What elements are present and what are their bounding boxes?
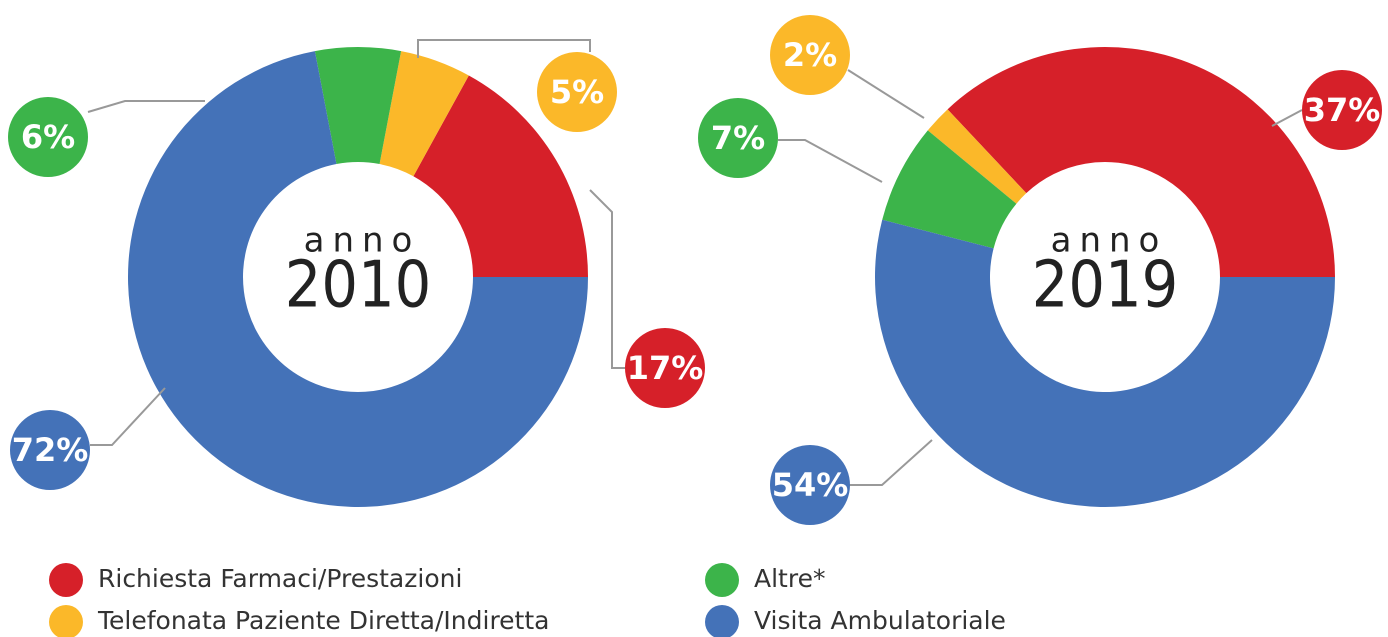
legend-label: Visita Ambulatoriale: [754, 606, 1006, 635]
value-label: 17%: [627, 349, 704, 387]
legend-label: Altre*: [754, 564, 825, 593]
donut-slice: [413, 75, 588, 277]
leader-line: [1271, 109, 1303, 127]
donut-slice: [947, 47, 1335, 277]
donut-slice: [882, 130, 1017, 249]
label-bubble: [8, 97, 88, 177]
donut-slice: [127, 51, 589, 507]
legend-swatch: [49, 563, 83, 597]
donut-slice: [314, 47, 402, 165]
leader-line: [90, 387, 166, 446]
label-bubble: [770, 445, 850, 525]
value-label: 7%: [711, 119, 765, 157]
label-bubble: [10, 410, 90, 490]
label-bubble: [625, 328, 705, 408]
center-year: 2010: [285, 249, 432, 323]
value-label: 5%: [550, 73, 604, 111]
leader-line: [848, 439, 933, 486]
legend-label: Richiesta Farmaci/Prestazioni: [98, 564, 462, 593]
leader-line: [589, 189, 625, 369]
legend-label: Telefonata Paziente Diretta/Indiretta: [97, 606, 549, 635]
donut-slice: [874, 219, 1335, 508]
center-year: 2019: [1032, 249, 1179, 323]
label-bubble: [537, 52, 617, 132]
legend-swatch: [49, 605, 83, 637]
leader-line: [87, 100, 205, 113]
value-label: 2%: [783, 36, 837, 74]
value-label: 6%: [21, 118, 75, 156]
center-label: anno: [304, 221, 421, 261]
leader-line: [417, 39, 591, 58]
value-label: 72%: [12, 431, 89, 469]
value-label: 54%: [772, 466, 849, 504]
label-bubble: [698, 98, 778, 178]
leader-line: [778, 139, 883, 183]
label-bubble: [770, 15, 850, 95]
donut-slice: [927, 109, 1027, 204]
legend-swatch: [705, 563, 739, 597]
donut-slice: [379, 51, 469, 177]
value-label: 37%: [1304, 91, 1381, 129]
center-label: anno: [1051, 221, 1168, 261]
leader-line: [847, 69, 925, 119]
label-bubble: [1302, 70, 1382, 150]
legend-swatch: [705, 605, 739, 637]
